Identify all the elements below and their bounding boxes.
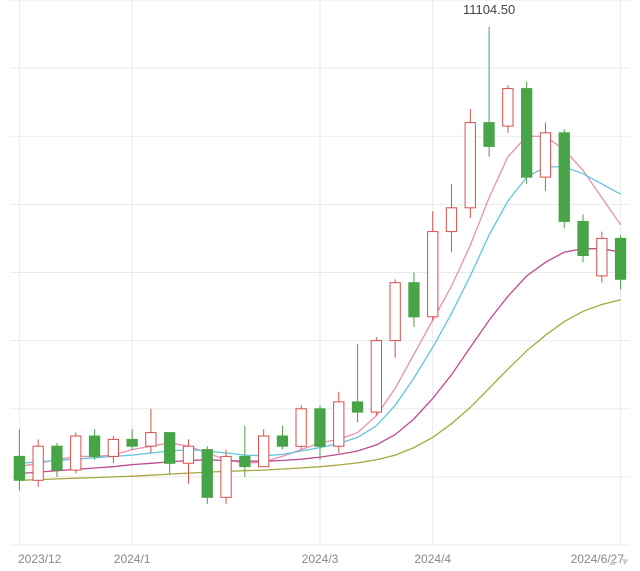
candle — [522, 82, 532, 184]
x-axis-label: 2024/4 — [414, 552, 451, 566]
candle — [33, 439, 43, 487]
candle — [559, 129, 569, 228]
chart-svg: 11104.502023/122024/12024/32024/42024/6/… — [0, 0, 640, 571]
candle — [503, 85, 513, 133]
footer-sort-icons[interactable]: ▲ ▼ — [607, 557, 630, 568]
candle — [578, 215, 588, 263]
x-axis-label: 2024/3 — [302, 552, 339, 566]
candle — [465, 109, 475, 218]
candle — [71, 433, 81, 474]
candle — [371, 337, 381, 415]
candle — [202, 446, 212, 504]
candle — [221, 450, 231, 505]
candlestick-chart: 11104.502023/122024/12024/32024/42024/6/… — [0, 0, 640, 571]
candle — [597, 232, 607, 283]
high-price-label: 11104.50 — [463, 2, 515, 17]
x-axis-label: 2024/1 — [114, 552, 151, 566]
candle — [296, 405, 306, 449]
x-axis-label: 2023/12 — [18, 552, 62, 566]
